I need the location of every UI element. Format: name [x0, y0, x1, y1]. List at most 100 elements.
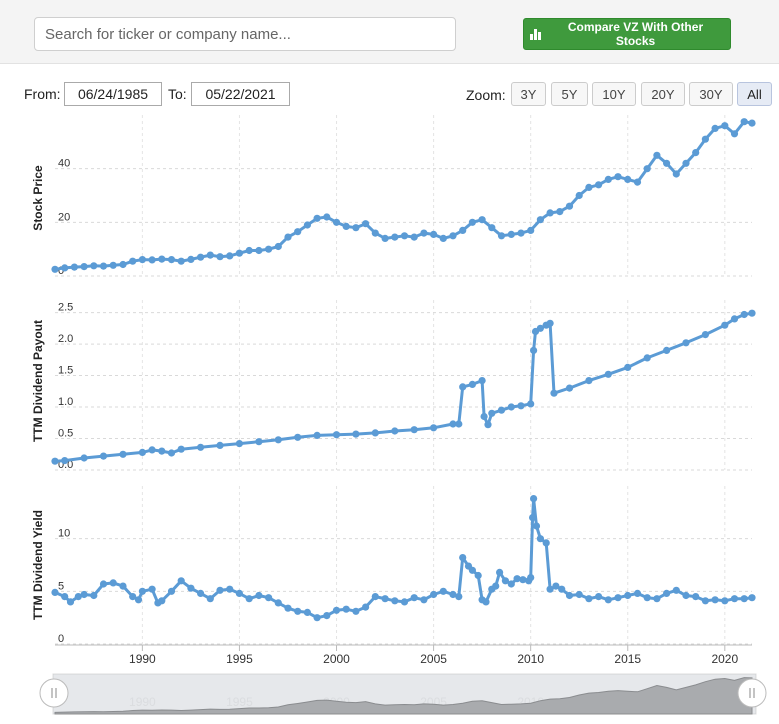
navigator-selection[interactable] — [53, 674, 756, 714]
data-point — [459, 383, 467, 391]
data-point — [653, 151, 661, 159]
x-tick-label: 2010 — [517, 652, 544, 666]
data-point — [492, 582, 500, 590]
data-point — [663, 159, 671, 167]
data-point — [332, 431, 341, 439]
x-tick-label: 2000 — [323, 652, 350, 666]
y-tick-label: 0 — [58, 265, 64, 277]
data-point — [177, 445, 185, 453]
navigator-label: 1995 — [226, 695, 253, 709]
data-point — [323, 612, 331, 620]
data-point — [439, 587, 447, 595]
data-point — [604, 596, 612, 604]
data-point — [517, 229, 525, 237]
data-point — [682, 591, 690, 600]
data-point — [381, 234, 389, 242]
navigator-right-handle[interactable] — [737, 678, 767, 708]
data-point — [507, 230, 515, 238]
to-date-input[interactable] — [191, 82, 290, 106]
data-point — [167, 449, 176, 457]
y-tick-label: 40 — [58, 158, 70, 170]
data-point — [748, 309, 756, 317]
data-point — [129, 257, 137, 265]
data-point — [255, 246, 263, 255]
dividend-payout-panel: TTM Dividend Payout 0.00.51.01.52.02.5 — [31, 302, 756, 471]
data-point — [362, 603, 370, 611]
data-point — [206, 251, 214, 259]
data-point — [449, 590, 457, 599]
data-point — [672, 170, 680, 178]
data-point — [420, 596, 428, 604]
zoom-5y-button[interactable]: 5Y — [551, 82, 588, 106]
data-point — [158, 447, 166, 455]
data-point — [80, 590, 88, 599]
zoom-10y-button[interactable]: 10Y — [592, 82, 636, 106]
stock-price-axis-label: Stock Price — [31, 165, 45, 231]
data-point — [245, 246, 253, 255]
data-point — [530, 495, 538, 503]
data-point — [480, 412, 488, 421]
data-point — [226, 585, 234, 593]
data-point — [692, 593, 700, 601]
from-date-input[interactable] — [64, 82, 162, 106]
data-point — [556, 208, 564, 216]
data-point — [633, 589, 642, 598]
data-point — [381, 595, 389, 603]
data-point — [536, 216, 545, 224]
x-tick-label: 1990 — [129, 652, 156, 666]
data-point — [51, 588, 59, 597]
data-point — [449, 420, 457, 428]
data-point — [536, 324, 545, 332]
data-point — [371, 229, 379, 237]
data-point — [80, 454, 88, 462]
data-point — [294, 607, 302, 615]
zoom-all-button[interactable]: All — [737, 82, 772, 106]
data-point — [148, 256, 156, 264]
data-point — [532, 522, 541, 530]
y-tick-label: 1.5 — [58, 365, 73, 377]
data-point — [585, 377, 593, 385]
data-point — [134, 596, 143, 604]
data-point — [575, 590, 583, 599]
data-point — [488, 409, 496, 417]
data-point — [730, 595, 739, 603]
data-point — [482, 598, 490, 606]
zoom-20y-button[interactable]: 20Y — [641, 82, 685, 106]
data-point — [274, 436, 282, 444]
data-point — [542, 539, 550, 547]
data-point — [624, 591, 632, 600]
bar-chart-icon — [530, 28, 541, 40]
data-point — [99, 452, 108, 460]
data-point — [721, 597, 729, 605]
x-tick-label: 2015 — [614, 652, 641, 666]
zoom-30y-button[interactable]: 30Y — [689, 82, 733, 106]
zoom-3y-button[interactable]: 3Y — [511, 82, 546, 106]
data-point — [527, 574, 535, 582]
data-point — [478, 216, 486, 224]
data-point — [740, 118, 748, 126]
data-point — [226, 252, 234, 260]
data-point — [740, 310, 748, 319]
data-point — [550, 389, 558, 397]
data-point — [507, 580, 515, 588]
navigator-label: 1990 — [129, 695, 156, 709]
data-point — [701, 331, 710, 339]
data-point — [585, 595, 593, 603]
search-input[interactable] — [34, 17, 456, 51]
data-point — [614, 173, 622, 181]
navigator-left-handle[interactable] — [39, 678, 69, 708]
data-point — [682, 159, 690, 167]
data-point — [653, 595, 661, 603]
data-point — [468, 566, 476, 574]
data-point — [61, 457, 69, 465]
data-point — [624, 175, 632, 183]
data-point — [474, 571, 482, 580]
compare-button[interactable]: Compare VZ With Other Stocks — [523, 18, 731, 50]
data-point — [497, 232, 506, 240]
data-point — [552, 582, 560, 590]
data-point — [507, 403, 515, 411]
data-point — [284, 604, 292, 612]
data-point — [61, 264, 69, 272]
